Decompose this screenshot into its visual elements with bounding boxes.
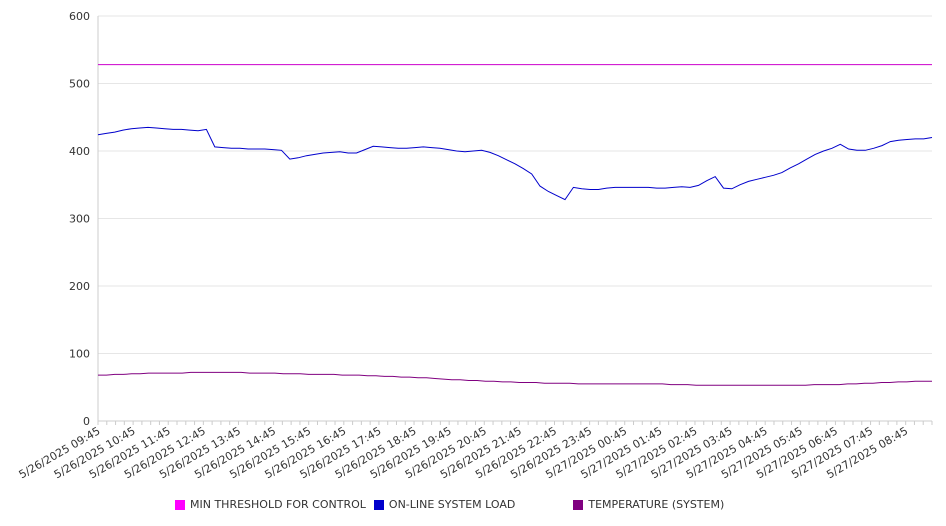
legend-item-system-load[interactable]: ON-LINE SYSTEM LOAD xyxy=(373,498,516,511)
legend-item-temperature[interactable]: TEMPERATURE (SYSTEM) xyxy=(573,498,724,511)
y-tick-label: 500 xyxy=(69,78,90,91)
legend-label-system-load: ON-LINE SYSTEM LOAD xyxy=(388,498,516,511)
legend-label-temperature: TEMPERATURE (SYSTEM) xyxy=(588,498,725,511)
x-axis: 5/26/2025 09:455/26/2025 10:455/26/2025 … xyxy=(17,420,933,481)
legend-item-min-threshold[interactable]: MIN THRESHOLD FOR CONTROL xyxy=(175,498,366,511)
legend-swatch-min-threshold xyxy=(175,499,185,510)
y-tick-label: 0 xyxy=(83,415,90,428)
y-tick-label: 600 xyxy=(69,10,90,23)
y-tick-label: 300 xyxy=(69,213,90,226)
legend: MIN THRESHOLD FOR CONTROL ON-LINE SYSTEM… xyxy=(175,498,732,511)
y-axis: 0 100 200 300 400 500 600 xyxy=(69,10,99,428)
y-tick-label: 400 xyxy=(69,145,90,158)
legend-label-min-threshold: MIN THRESHOLD FOR CONTROL xyxy=(190,498,366,511)
y-tick-label: 200 xyxy=(69,280,90,293)
legend-swatch-temperature xyxy=(573,499,584,510)
y-tick-label: 100 xyxy=(69,348,90,361)
legend-swatch-system-load xyxy=(373,499,384,510)
series-line-2[interactable] xyxy=(98,371,932,386)
series-lines xyxy=(97,64,933,386)
gridlines xyxy=(98,15,932,422)
series-line-1[interactable] xyxy=(97,126,933,201)
